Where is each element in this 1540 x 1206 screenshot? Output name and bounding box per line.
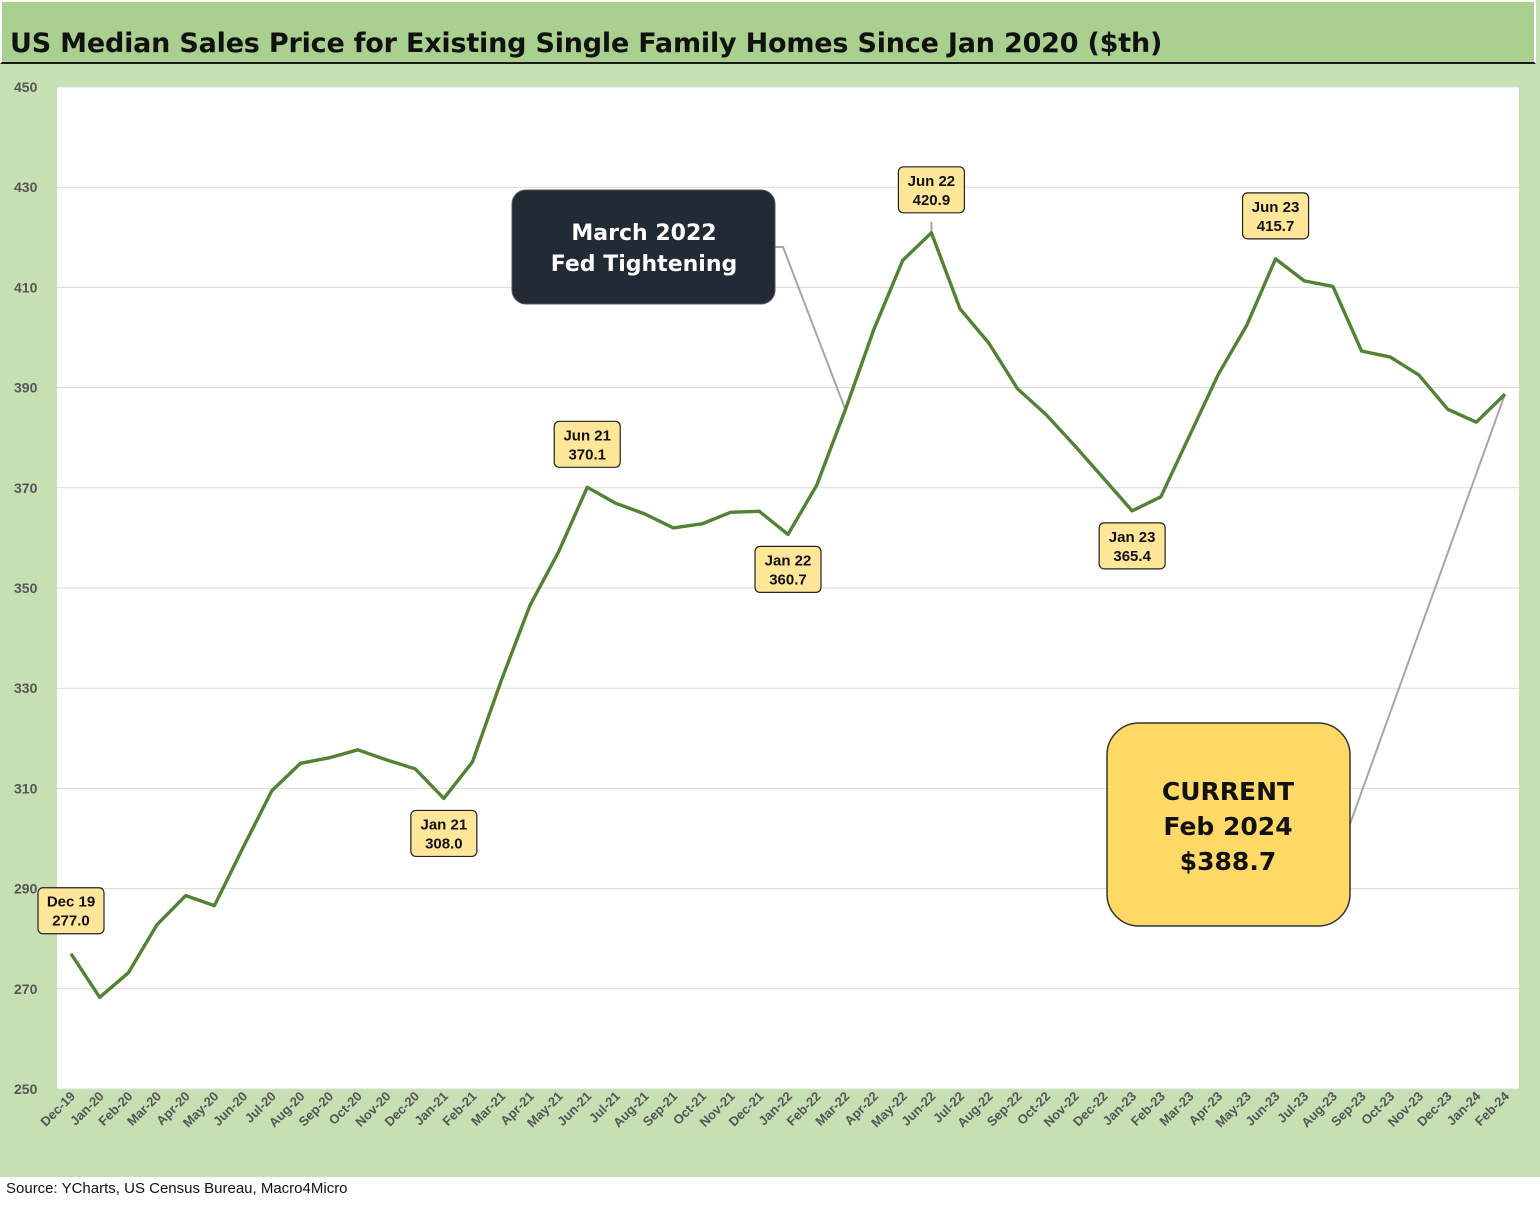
point-label: Jan 21 308.0 bbox=[410, 809, 478, 858]
point-label-value: 308.0 bbox=[425, 835, 463, 852]
point-label-value: 415.7 bbox=[1257, 218, 1295, 235]
point-label-value: 420.9 bbox=[913, 192, 951, 209]
current-callout-line3: $388.7 bbox=[1180, 847, 1276, 876]
point-label-date: Dec 19 bbox=[47, 894, 95, 911]
y-tick-label: 430 bbox=[14, 179, 38, 195]
line-chart: 250 270 290 310 330 350 370 390 410 430 450 Dec-19… bbox=[14, 79, 1519, 1130]
point-label: Jun 21 370.1 bbox=[553, 420, 621, 468]
y-tick-label: 410 bbox=[14, 279, 38, 295]
point-label-value: 277.0 bbox=[52, 913, 90, 930]
point-label-date: Jun 23 bbox=[1252, 199, 1300, 216]
title-bar: US Median Sales Price for Existing Singl… bbox=[0, 0, 1536, 64]
point-label: Jun 22 420.9 bbox=[897, 166, 966, 214]
fed-callout-line2: Fed Tightening bbox=[551, 252, 737, 277]
y-tick-label: 370 bbox=[14, 480, 38, 496]
y-tick-label: 330 bbox=[14, 680, 38, 696]
fed-callout-line1: March 2022 bbox=[571, 221, 716, 246]
x-axis-ticks: Dec-19Jan-20Feb-20Mar-20Apr-20May-20Jun-… bbox=[37, 1088, 1512, 1130]
fed-leader-line bbox=[775, 246, 847, 410]
point-label-date: Jun 22 bbox=[908, 173, 956, 190]
point-label: Jan 22 360.7 bbox=[754, 545, 822, 593]
point-label: Jan 23 365.4 bbox=[1098, 522, 1166, 570]
point-label: Jun 23 415.7 bbox=[1241, 192, 1310, 240]
point-label-value: 370.1 bbox=[568, 446, 606, 463]
y-tick-label: 450 bbox=[14, 79, 38, 95]
current-leader-line bbox=[1349, 393, 1506, 825]
current-callout-line1: CURRENT bbox=[1162, 777, 1294, 806]
fed-tightening-callout: March 2022 Fed Tightening bbox=[511, 189, 776, 305]
point-label: Dec 19 277.0 bbox=[37, 887, 105, 935]
y-tick-label: 250 bbox=[14, 1081, 38, 1097]
point-label-value: 365.4 bbox=[1113, 548, 1151, 565]
y-tick-label: 270 bbox=[14, 981, 38, 997]
current-callout-line2: Feb 2024 bbox=[1163, 812, 1292, 841]
point-label-date: Jan 22 bbox=[765, 552, 812, 569]
gridlines bbox=[57, 86, 1519, 1090]
y-tick-label: 310 bbox=[14, 780, 38, 796]
point-labels: Dec 19 277.0 Jan 21 308.0 Jun 21 370.1 Jan 22 3… bbox=[37, 166, 1310, 935]
point-label-date: Jan 23 bbox=[1109, 529, 1156, 546]
y-tick-label: 390 bbox=[14, 380, 38, 396]
point-label-date: Jan 21 bbox=[420, 816, 467, 833]
point-label-date: Jun 21 bbox=[563, 427, 611, 444]
y-tick-label: 290 bbox=[14, 881, 38, 897]
chart-title: US Median Sales Price for Existing Singl… bbox=[10, 28, 1163, 59]
y-tick-label: 350 bbox=[14, 580, 38, 596]
y-axis-ticks: 250 270 290 310 330 350 370 390 410 430 450 bbox=[14, 79, 38, 1097]
current-callout: CURRENT Feb 2024 $388.7 bbox=[1106, 722, 1351, 927]
source-note: Source: YCharts, US Census Bureau, Macro… bbox=[6, 1180, 348, 1197]
point-label-value: 360.7 bbox=[769, 571, 807, 588]
series-line-median-price bbox=[69, 231, 1507, 1000]
callout-leaders bbox=[775, 222, 1506, 825]
